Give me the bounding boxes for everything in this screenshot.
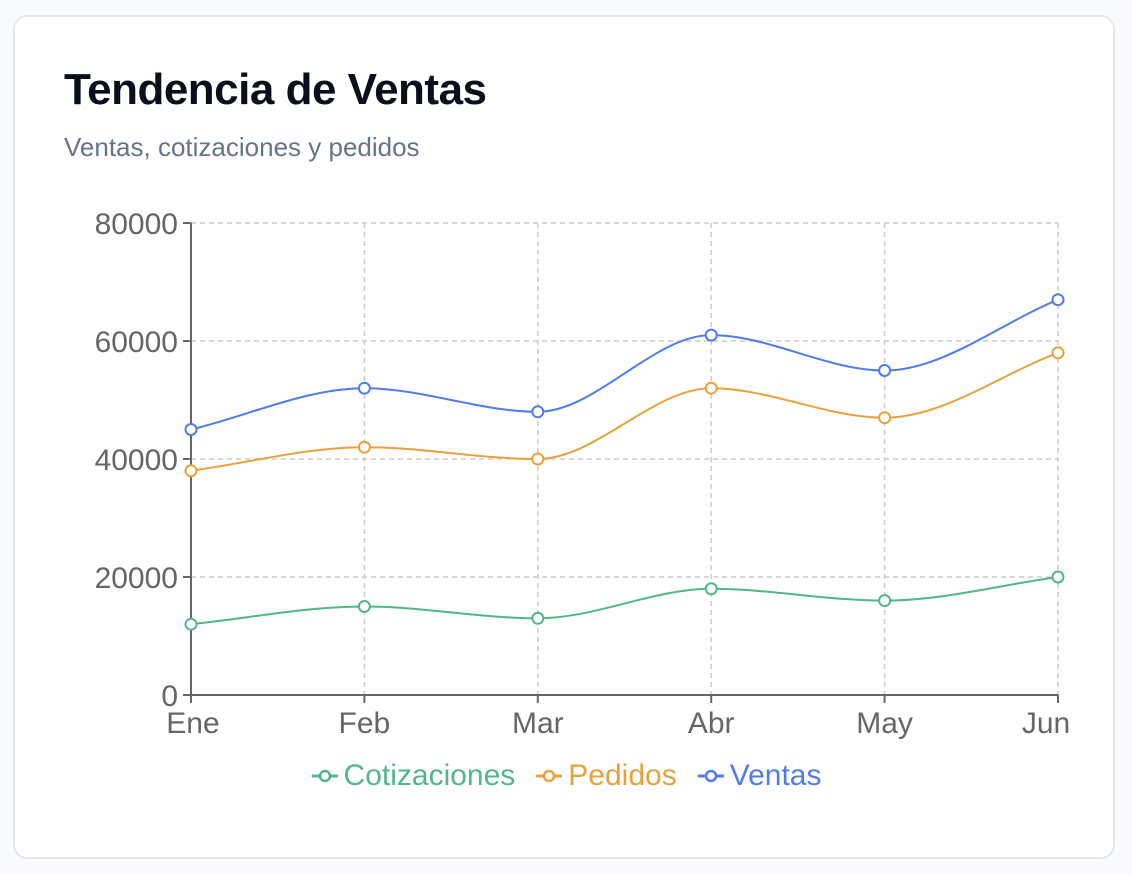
data-point-cotizaciones[interactable] (357, 600, 371, 613)
data-point-ventas[interactable] (357, 381, 371, 395)
legend-label: Ventas (729, 759, 822, 792)
chart-title: Tendencia de Ventas (64, 65, 487, 114)
data-point-pedidos[interactable] (531, 452, 545, 466)
data-point-ventas[interactable] (878, 364, 892, 377)
data-point-ventas[interactable] (704, 328, 718, 342)
data-point-pedidos[interactable] (357, 440, 371, 454)
data-point-pedidos[interactable] (1051, 346, 1065, 360)
legend-line-marker-icon (697, 769, 724, 783)
y-tick-label: 80000 (95, 208, 178, 241)
legend-item-cotizaciones[interactable]: Cotizaciones (311, 759, 516, 793)
data-point-cotizaciones[interactable] (704, 582, 718, 596)
y-tick-label: 40000 (95, 444, 178, 477)
data-point-cotizaciones[interactable] (1051, 570, 1065, 584)
y-tick-label: 60000 (95, 326, 178, 359)
series-line-pedidos (190, 351, 1059, 472)
series-line-ventas (190, 298, 1059, 431)
series-pedidos (184, 346, 1065, 478)
x-tick-label: Abr (688, 707, 735, 740)
grid (191, 222, 1059, 695)
series-line-cotizaciones (190, 576, 1059, 626)
x-tick-label: Jun (1022, 707, 1070, 740)
x-tick-label: May (856, 707, 913, 740)
axes: 0 20000 40000 60000 80000 Ene Feb Mar Abr May Jun (95, 208, 1071, 740)
data-point-cotizaciones[interactable] (184, 617, 198, 631)
y-tick-label: 20000 (95, 562, 178, 595)
data-point-pedidos[interactable] (878, 411, 892, 425)
legend-line-marker-icon (311, 769, 338, 783)
legend-label: Pedidos (568, 759, 677, 792)
x-tick-label: Mar (512, 707, 564, 740)
data-point-pedidos[interactable] (704, 381, 718, 395)
y-tick-label: 0 (161, 680, 178, 713)
chart-card: Tendencia de Ventas Ventas, cotizaciones… (13, 15, 1115, 859)
series-cotizaciones (184, 570, 1065, 631)
data-point-cotizaciones[interactable] (878, 594, 892, 608)
series (184, 293, 1065, 631)
chart-subtitle: Ventas, cotizaciones y pedidos (64, 132, 420, 162)
series-ventas (184, 293, 1065, 436)
data-point-ventas[interactable] (1051, 293, 1065, 307)
data-point-ventas[interactable] (184, 423, 198, 436)
legend-label: Cotizaciones (343, 759, 516, 792)
x-tick-label: Feb (339, 707, 391, 740)
legend-line-marker-icon (536, 769, 563, 783)
legend-item-pedidos[interactable]: Pedidos (535, 759, 677, 793)
data-point-ventas[interactable] (531, 405, 545, 419)
chart-legend: Cotizaciones Pedidos Ventas (15, 759, 1117, 793)
data-point-cotizaciones[interactable] (531, 611, 545, 625)
data-point-pedidos[interactable] (184, 464, 198, 478)
legend-item-ventas[interactable]: Ventas (697, 759, 822, 793)
x-tick-label: Ene (166, 707, 219, 740)
